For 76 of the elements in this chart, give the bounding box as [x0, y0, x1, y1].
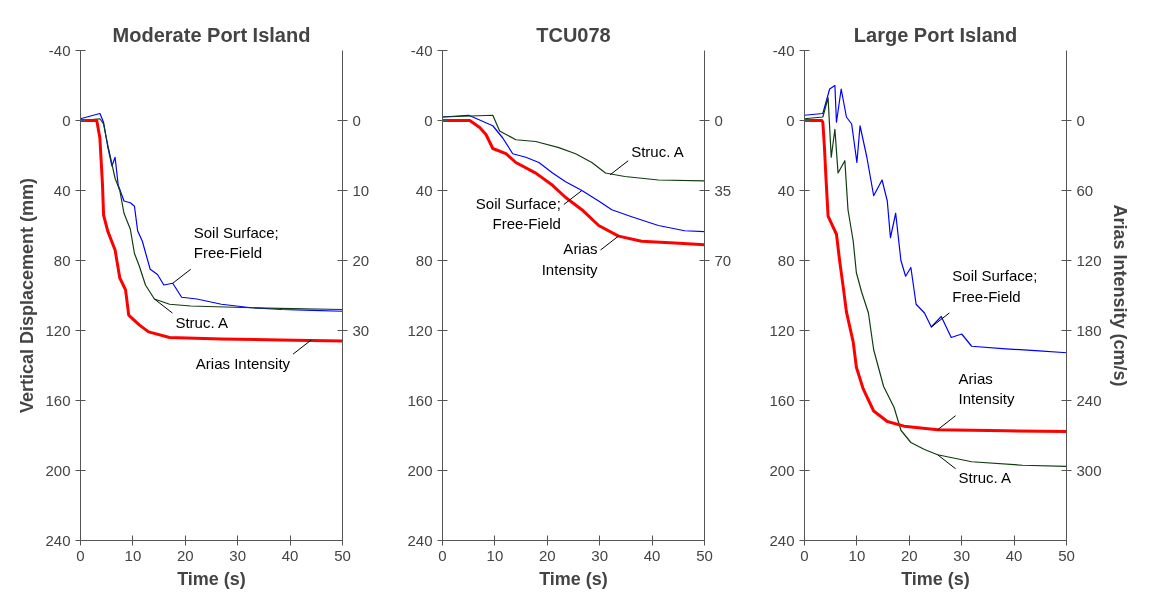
x-tick-label: 0 — [438, 546, 447, 564]
x-axis-title: Time (s) — [539, 568, 608, 589]
y-tick-label: 160 — [407, 391, 433, 409]
y-tick-label: 80 — [53, 251, 71, 269]
y-tick-label: -40 — [48, 41, 71, 59]
y2-tick-label: 120 — [1076, 251, 1102, 269]
annotation: Struc. A — [175, 313, 228, 331]
chart-title: TCU078 — [536, 23, 611, 46]
x-tick-label: 10 — [124, 546, 142, 564]
y-tick-label: 0 — [424, 111, 433, 129]
x-tick-label: 30 — [953, 546, 971, 564]
annotation: Arias Intensity — [541, 240, 599, 278]
y2-tick-label: 70 — [714, 251, 732, 269]
line-series — [442, 114, 705, 182]
x-axis-title: Time (s) — [901, 568, 970, 589]
x-tick-label: 30 — [229, 546, 247, 564]
y2-tick-label: 0 — [714, 111, 723, 129]
y-tick-label: -40 — [410, 41, 433, 59]
y-tick-label: 120 — [769, 321, 795, 339]
x-tick-label: 50 — [334, 546, 351, 564]
y-tick-label: 120 — [45, 321, 71, 339]
annotation: Soil Surface; Free-Field — [475, 194, 561, 233]
y-tick-label: 240 — [45, 531, 71, 549]
x-axis-title: Time (s) — [177, 568, 246, 589]
annotation: Soil Surface; Free-Field — [193, 223, 279, 261]
y2-tick-label: 60 — [1076, 181, 1094, 199]
x-tick-label: 50 — [696, 546, 713, 564]
x-tick-label: 20 — [176, 546, 194, 564]
y2-tick-label: 10 — [352, 181, 370, 199]
y2-tick-label: 180 — [1076, 321, 1102, 339]
x-tick-label: 20 — [900, 546, 918, 564]
y-tick-label: 120 — [407, 321, 433, 339]
annotation: Arias Intensity — [958, 370, 1015, 408]
x-tick-label: 30 — [591, 546, 609, 564]
y-tick-label: 240 — [407, 531, 433, 549]
y-tick-label: 40 — [415, 181, 433, 199]
y-axis-title: Vertical Displacement (mm) — [17, 177, 38, 414]
y-tick-label: 200 — [769, 461, 795, 479]
y-tick-label: 40 — [777, 181, 795, 199]
y2-tick-label: 0 — [352, 111, 361, 129]
line-series — [804, 97, 1067, 467]
chart-title: Moderate Port Island — [112, 23, 311, 46]
x-tick-label: 10 — [848, 546, 866, 564]
y-tick-label: 160 — [769, 391, 795, 409]
x-tick-label: 0 — [76, 546, 85, 564]
y-tick-label: 240 — [769, 531, 795, 549]
x-tick-label: 20 — [538, 546, 556, 564]
x-tick-label: 40 — [281, 546, 299, 564]
annotation: Arias Intensity — [195, 354, 291, 372]
x-tick-label: 40 — [643, 546, 661, 564]
x-tick-label: 50 — [1058, 546, 1075, 564]
annotation: Soil Surface; Free-Field — [952, 267, 1038, 305]
y-tick-label: 200 — [407, 461, 433, 479]
x-tick-label: 0 — [800, 546, 809, 564]
y2-tick-label: 30 — [352, 321, 370, 339]
y2-tick-label: 35 — [714, 181, 732, 199]
y-tick-label: 80 — [777, 251, 795, 269]
y-tick-label: 80 — [415, 251, 433, 269]
y-tick-label: 40 — [53, 181, 71, 199]
chart-title: Large Port Island — [853, 23, 1018, 46]
y-tick-label: 160 — [45, 391, 71, 409]
y-tick-label: -40 — [772, 41, 795, 59]
annotation: Struc. A — [958, 469, 1012, 487]
y2-axis-title: Arias Intensity (cm/s) — [1109, 204, 1130, 387]
y2-tick-label: 20 — [352, 251, 370, 269]
line-series — [804, 84, 1067, 354]
line-series — [804, 119, 1067, 433]
y2-tick-label: 240 — [1076, 391, 1102, 409]
y-tick-label: 0 — [62, 111, 71, 129]
y2-tick-label: 0 — [1076, 111, 1085, 129]
x-tick-label: 40 — [1005, 546, 1023, 564]
y2-tick-label: 300 — [1076, 461, 1102, 479]
y-tick-label: 200 — [45, 461, 71, 479]
annotation: Struc. A — [631, 143, 684, 161]
y-tick-label: 0 — [786, 111, 795, 129]
x-tick-label: 10 — [486, 546, 504, 564]
